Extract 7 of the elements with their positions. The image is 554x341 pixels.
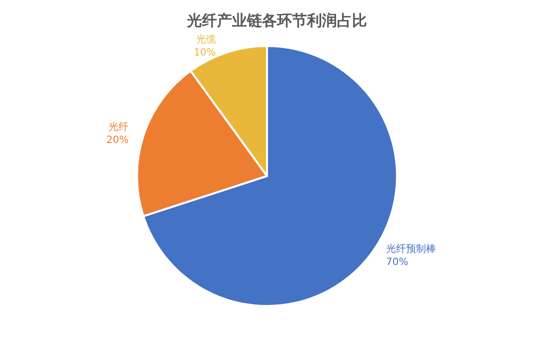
data-label: 10% xyxy=(194,48,216,59)
slice-label: 光纤 xyxy=(108,120,129,133)
chart-title: 光纤产业链各环节利润占比 xyxy=(186,12,367,30)
data-label: 20% xyxy=(106,134,129,146)
data-label: 70% xyxy=(386,256,408,268)
slice-label: 光纤预制棒 xyxy=(386,242,436,255)
slice-label: 光缆 xyxy=(196,34,216,46)
